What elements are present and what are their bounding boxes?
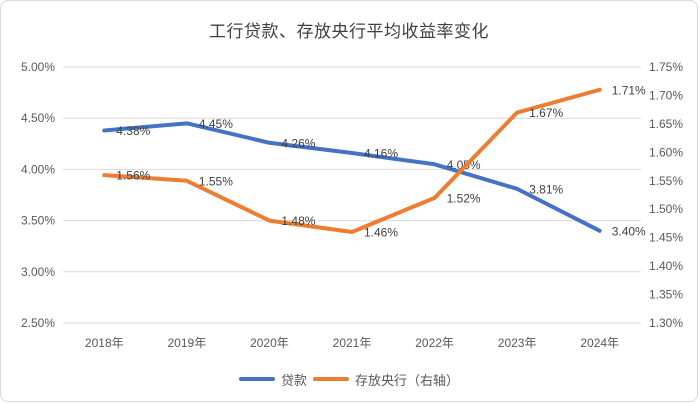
x-axis-label: 2022年	[415, 336, 454, 350]
central-bank-deposits-point-label: 1.52%	[447, 191, 481, 205]
loans-point-label: 3.40%	[612, 224, 646, 238]
legend-swatch-central-bank-deposits	[313, 377, 349, 381]
y-axis-right-tick-label: 1.65%	[649, 117, 683, 131]
legend: 贷款 存放央行（右轴）	[1, 362, 697, 396]
y-axis-right-tick-label: 1.30%	[649, 316, 683, 330]
loans-point-label: 4.26%	[281, 136, 315, 150]
y-axis-left-tick-label: 2.50%	[21, 316, 55, 330]
y-axis-left-tick-label: 4.00%	[21, 162, 55, 176]
y-axis-left-tick-label: 4.50%	[21, 111, 55, 125]
central-bank-deposits-line	[102, 87, 602, 234]
x-axis-label: 2019年	[168, 336, 207, 350]
loans-line	[102, 121, 602, 233]
legend-item-central-bank-deposits: 存放央行（右轴）	[313, 370, 459, 389]
central-bank-deposits-point-label: 1.48%	[281, 214, 315, 228]
plot-area: 5.00% 4.50% 4.00% 3.50% 3.00% 2.50% 1.75% 1.70%…	[21, 60, 683, 350]
legend-swatch-loans	[238, 377, 275, 381]
x-axis-label: 2020年	[250, 336, 289, 350]
legend-item-loans: 贷款	[238, 370, 307, 389]
y-axis-right-tick-label: 1.70%	[649, 88, 683, 102]
legend-label-loans: 贷款	[280, 372, 307, 388]
chart-title: 工行贷款、存放央行平均收益率变化	[209, 21, 489, 41]
y-axis-right-tick-label: 1.45%	[649, 231, 683, 245]
y-axis-right-tick-label: 1.55%	[649, 174, 683, 188]
legend-label-central-bank-deposits: 存放央行（右轴）	[355, 372, 460, 388]
y-axis-right-tick-label: 1.75%	[649, 60, 683, 74]
y-axis-right-tick-label: 1.50%	[649, 202, 683, 216]
x-axis-label: 2018年	[85, 336, 124, 350]
central-bank-deposits-point-label: 1.46%	[364, 225, 398, 239]
loans-point-label: 4.45%	[199, 117, 233, 131]
x-axis-label: 2024年	[580, 336, 619, 350]
y-axis-right-tick-label: 1.40%	[649, 259, 683, 273]
y-axis-left-tick-label: 3.00%	[21, 265, 55, 279]
x-axis-label: 2023年	[498, 336, 537, 350]
loans-point-label: 4.38%	[116, 124, 150, 138]
loans-point-label: 4.16%	[364, 147, 398, 161]
central-bank-deposits-point-label: 1.55%	[199, 174, 233, 188]
central-bank-deposits-point-label: 1.56%	[116, 169, 150, 183]
y-axis-left-tick-label: 5.00%	[21, 60, 55, 74]
loans-point-label: 3.81%	[529, 182, 563, 196]
central-bank-deposits-point-label: 1.67%	[529, 106, 563, 120]
y-axis-right-tick-label: 1.60%	[649, 145, 683, 159]
x-axis-label: 2021年	[333, 336, 372, 350]
y-axis-left-tick-label: 3.50%	[21, 214, 55, 228]
central-bank-deposits-point-label: 1.71%	[612, 83, 646, 97]
y-axis-right-tick-label: 1.35%	[649, 288, 683, 302]
